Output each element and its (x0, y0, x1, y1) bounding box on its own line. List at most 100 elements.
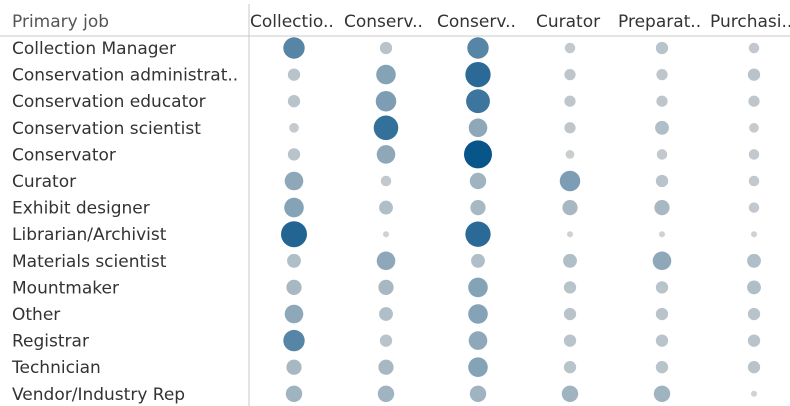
dot-mark[interactable] (468, 357, 488, 377)
dot-mark[interactable] (373, 115, 399, 141)
dot-mark[interactable] (375, 90, 397, 112)
dot-mark[interactable] (379, 41, 393, 55)
dot-mark[interactable] (563, 334, 577, 347)
dot-mark[interactable] (382, 231, 390, 238)
dot-mark[interactable] (748, 149, 760, 160)
row-label: Exhibit designer (12, 199, 150, 219)
dot-mark[interactable] (654, 200, 670, 216)
dot-mark[interactable] (379, 200, 393, 215)
dot-mark[interactable] (284, 171, 304, 191)
row-label: Conservator (12, 145, 116, 165)
dot-mark[interactable] (562, 200, 578, 216)
dot-mark[interactable] (376, 145, 396, 164)
dot-mark[interactable] (465, 61, 491, 88)
dot-mark[interactable] (656, 149, 668, 160)
column-header-label: Curator (536, 12, 600, 32)
dot-mark[interactable] (469, 385, 487, 403)
dot-mark[interactable] (652, 251, 672, 271)
dot-mark[interactable] (287, 253, 301, 268)
column-headers: Collectio.. Conserv.. Conserv.. Curator Prep… (250, 12, 790, 32)
dot-mark[interactable] (466, 89, 490, 114)
dot-mark[interactable] (468, 331, 488, 350)
dot-mark[interactable] (283, 37, 305, 59)
dot-mark[interactable] (655, 361, 669, 374)
row-label: Librarian/Archivist (12, 225, 167, 245)
dot-mark[interactable] (656, 95, 668, 107)
dot-mark[interactable] (655, 174, 669, 188)
dot-mark[interactable] (378, 359, 394, 375)
dot-mark[interactable] (284, 304, 304, 324)
row-label: Materials scientist (12, 252, 167, 272)
dot-mark[interactable] (563, 281, 577, 294)
dot-mark[interactable] (378, 279, 394, 295)
column-header-label: Collectio.. (250, 12, 334, 32)
dot-mark[interactable] (287, 148, 301, 161)
dot-mark[interactable] (376, 251, 396, 271)
dot-mark[interactable] (564, 42, 576, 54)
dot-mark[interactable] (750, 231, 758, 238)
dot-mark[interactable] (289, 122, 299, 133)
dot-mark[interactable] (379, 307, 393, 321)
dot-mark[interactable] (747, 307, 761, 321)
row-label: Other (12, 305, 60, 325)
dot-mark[interactable] (747, 361, 761, 374)
dot-mark[interactable] (467, 37, 489, 59)
dot-mark[interactable] (747, 280, 761, 295)
dot-mark[interactable] (656, 68, 668, 81)
dot-mark[interactable] (465, 221, 491, 247)
dot-mark[interactable] (468, 304, 488, 324)
dot-mark[interactable] (563, 361, 577, 374)
dot-mark[interactable] (287, 95, 301, 108)
dot-mark[interactable] (563, 307, 577, 321)
dot-mark[interactable] (281, 221, 307, 248)
dot-mark[interactable] (286, 359, 302, 375)
dot-mark[interactable] (563, 253, 577, 268)
dot-mark[interactable] (748, 202, 760, 213)
dot-mark[interactable] (379, 334, 393, 347)
column-header-label: Conserv.. (437, 12, 516, 32)
dot-mark[interactable] (748, 175, 760, 187)
dot-mark[interactable] (747, 253, 761, 268)
dot-mark[interactable] (655, 41, 669, 55)
dot-mark[interactable] (748, 95, 760, 107)
row-label: Conservation scientist (12, 119, 201, 139)
dot-mark[interactable] (749, 122, 759, 133)
dot-mark[interactable] (747, 68, 761, 81)
dot-mark[interactable] (564, 68, 576, 81)
dot-mark[interactable] (284, 197, 304, 218)
dot-mark[interactable] (468, 277, 488, 298)
dot-mark[interactable] (285, 385, 303, 403)
dot-mark[interactable] (470, 200, 486, 216)
dot-mark[interactable] (566, 231, 574, 238)
dot-mark[interactable] (564, 122, 576, 134)
dot-mark[interactable] (658, 231, 666, 238)
dot-mark[interactable] (469, 172, 487, 190)
dot-mark[interactable] (471, 253, 485, 268)
dot-mark[interactable] (750, 390, 758, 397)
row-label: Curator (12, 172, 76, 192)
row-label: Registrar (12, 332, 89, 352)
dot-mark[interactable] (561, 385, 579, 403)
dot-mark[interactable] (653, 385, 671, 403)
dot-mark[interactable] (748, 42, 760, 54)
header-row: Primary job (12, 12, 109, 32)
dot-mark[interactable] (376, 64, 396, 85)
dot-mark[interactable] (287, 68, 301, 81)
dot-mark[interactable] (286, 279, 302, 295)
dot-mark[interactable] (468, 118, 488, 138)
dot-mark[interactable] (283, 329, 305, 352)
dot-mark[interactable] (464, 140, 492, 169)
dot-mark[interactable] (377, 385, 395, 403)
row-label: Collection Manager (12, 39, 176, 59)
dot-mark[interactable] (655, 307, 669, 321)
dot-mark[interactable] (655, 334, 669, 347)
dot-mark[interactable] (565, 150, 575, 159)
dot-mark[interactable] (747, 334, 761, 347)
row-label: Conservation educator (12, 92, 206, 112)
dot-mark[interactable] (380, 175, 392, 187)
row-label: Mountmaker (12, 278, 119, 298)
dot-mark[interactable] (655, 120, 669, 135)
dot-mark[interactable] (559, 170, 581, 192)
dot-mark[interactable] (564, 95, 576, 107)
dot-mark[interactable] (655, 281, 669, 294)
